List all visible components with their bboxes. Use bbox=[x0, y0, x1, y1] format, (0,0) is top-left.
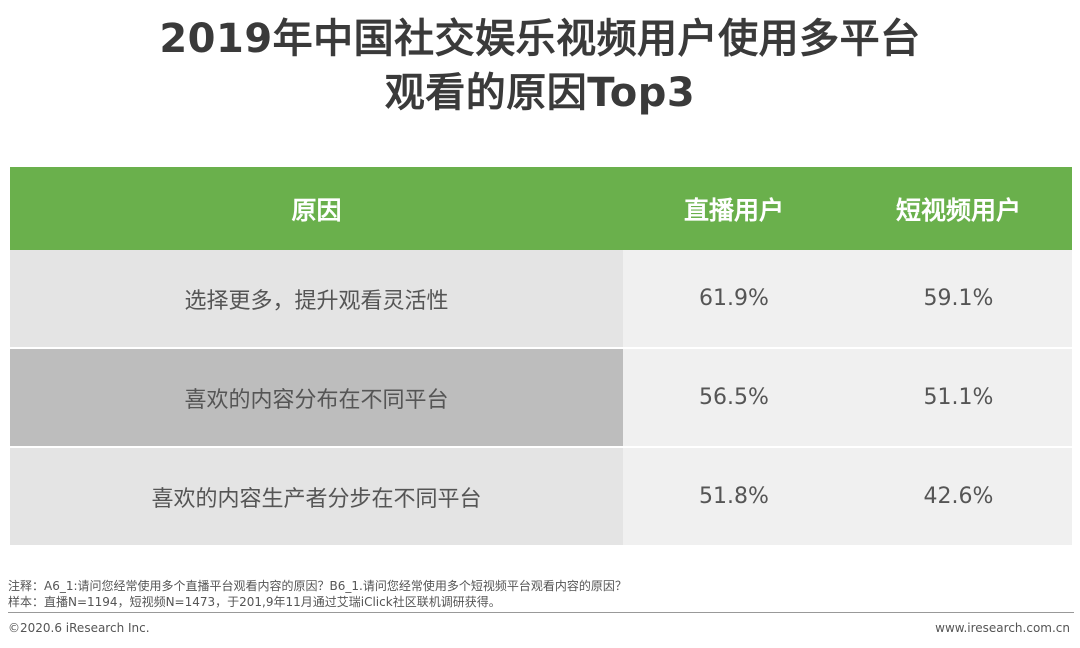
live-users-value: 56.5% bbox=[623, 348, 845, 448]
reasons-table: 原因 直播用户 短视频用户 选择更多，提升观看灵活性 61.9% 59.1% 喜… bbox=[10, 167, 1072, 547]
live-users-value: 61.9% bbox=[623, 250, 845, 349]
chart-title: 2019年中国社交娱乐视频用户使用多平台 观看的原因Top3 bbox=[0, 12, 1080, 120]
live-users-value: 51.8% bbox=[623, 447, 845, 547]
column-header-short-video-users: 短视频用户 bbox=[845, 167, 1072, 250]
table-row: 选择更多，提升观看灵活性 61.9% 59.1% bbox=[10, 250, 1072, 349]
short-video-users-value: 59.1% bbox=[845, 250, 1072, 349]
website-url: www.iresearch.com.cn bbox=[935, 621, 1070, 635]
short-video-users-value: 42.6% bbox=[845, 447, 1072, 547]
source-notes: 注释：A6_1:请问您经常使用多个直播平台观看内容的原因？B6_1.请问您经常使… bbox=[8, 578, 627, 610]
note-questions: 注释：A6_1:请问您经常使用多个直播平台观看内容的原因？B6_1.请问您经常使… bbox=[8, 579, 627, 593]
table-row: 喜欢的内容分布在不同平台 56.5% 51.1% bbox=[10, 348, 1072, 448]
title-line-2: 观看的原因Top3 bbox=[384, 70, 696, 116]
reason-cell: 喜欢的内容分布在不同平台 bbox=[10, 348, 623, 448]
copyright-text: ©2020.6 iResearch Inc. bbox=[8, 621, 150, 635]
footer-divider bbox=[8, 612, 1074, 613]
title-line-1: 2019年中国社交娱乐视频用户使用多平台 bbox=[159, 16, 921, 62]
reason-cell: 喜欢的内容生产者分步在不同平台 bbox=[10, 447, 623, 547]
note-sample: 样本：直播N=1194，短视频N=1473，于201,9年11月通过艾瑞iCli… bbox=[8, 595, 501, 609]
column-header-reason: 原因 bbox=[10, 167, 623, 250]
column-header-live-users: 直播用户 bbox=[623, 167, 845, 250]
table-row: 喜欢的内容生产者分步在不同平台 51.8% 42.6% bbox=[10, 447, 1072, 547]
short-video-users-value: 51.1% bbox=[845, 348, 1072, 448]
reason-cell: 选择更多，提升观看灵活性 bbox=[10, 250, 623, 349]
table-header-row: 原因 直播用户 短视频用户 bbox=[10, 167, 1072, 250]
